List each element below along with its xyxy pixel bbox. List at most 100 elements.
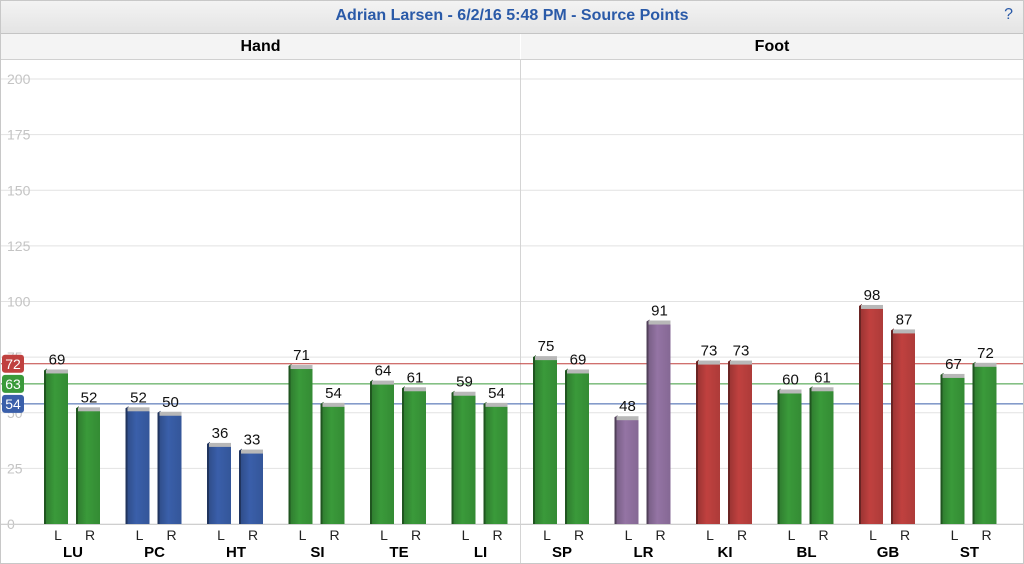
- bar-top-cap: [453, 391, 476, 396]
- sub-label: L: [788, 527, 796, 543]
- bar-LU-L: [46, 370, 68, 524]
- category-label-SP: SP: [552, 544, 572, 561]
- data-label-LI-L: 59: [456, 374, 473, 391]
- data-label-ST-R: 72: [977, 345, 994, 362]
- bar-top-cap: [974, 362, 997, 367]
- sub-label: L: [54, 527, 62, 543]
- panel-header-hand: Hand: [1, 34, 520, 60]
- bar-LR-L: [616, 417, 639, 524]
- data-label-TE-R: 61: [407, 369, 424, 386]
- bar-LI-R: [485, 403, 508, 524]
- category-label-LR: LR: [634, 544, 654, 561]
- chart-title: Adrian Larsen - 6/2/16 5:48 PM - Source …: [335, 7, 689, 24]
- data-label-PC-R: 50: [162, 394, 179, 411]
- data-label-GB-L: 98: [864, 287, 881, 304]
- data-label-KI-R: 73: [733, 343, 750, 360]
- reference-badge-72: [2, 354, 24, 373]
- bar-BL-R: [811, 388, 834, 524]
- sub-label: L: [543, 527, 551, 543]
- sub-label: R: [574, 527, 584, 543]
- y-tick-label: 125: [7, 238, 31, 254]
- bar-top-cap: [861, 304, 883, 309]
- category-label-TE: TE: [389, 544, 408, 561]
- data-label-ST-L: 67: [945, 356, 962, 373]
- reference-value-63: 63: [5, 376, 21, 392]
- category-label-ST: ST: [960, 544, 979, 561]
- category-label-LI: LI: [474, 544, 487, 561]
- bar-ST-R: [974, 363, 997, 524]
- data-label-LU-L: 69: [49, 351, 66, 368]
- bar-KI-R: [730, 361, 752, 524]
- data-label-GB-R: 87: [896, 311, 913, 328]
- bar-top-cap: [485, 402, 508, 407]
- bar-GB-L: [861, 305, 883, 524]
- category-label-GB: GB: [877, 544, 900, 561]
- bar-TE-L: [372, 381, 394, 524]
- data-label-HT-R: 33: [244, 432, 261, 449]
- data-label-SI-R: 54: [325, 385, 342, 402]
- bar-top-cap: [372, 380, 394, 385]
- reference-value-72: 72: [5, 356, 21, 372]
- sub-label: L: [299, 527, 307, 543]
- sub-label: L: [217, 527, 225, 543]
- sub-label: L: [136, 527, 144, 543]
- sub-label: L: [625, 527, 633, 543]
- bar-top-cap: [322, 402, 345, 407]
- y-tick-label: 25: [7, 460, 23, 476]
- sub-label: R: [981, 527, 991, 543]
- bar-TE-R: [404, 388, 426, 524]
- data-label-SP-L: 75: [538, 338, 555, 355]
- sub-label: R: [492, 527, 502, 543]
- title-bar: Adrian Larsen - 6/2/16 5:48 PM - Source …: [1, 1, 1023, 34]
- bar-top-cap: [893, 329, 915, 334]
- sub-label: R: [737, 527, 747, 543]
- data-label-TE-L: 64: [375, 363, 392, 380]
- y-tick-label: 200: [7, 71, 31, 87]
- bar-SP-R: [567, 370, 589, 524]
- bar-top-cap: [730, 360, 752, 365]
- sub-label: R: [900, 527, 910, 543]
- bar-top-cap: [78, 407, 100, 412]
- data-label-PC-L: 52: [130, 389, 147, 406]
- bar-top-cap: [616, 416, 639, 421]
- data-label-BL-R: 61: [814, 369, 831, 386]
- category-label-KI: KI: [718, 544, 733, 561]
- data-label-HT-L: 36: [212, 425, 229, 442]
- sub-label: L: [380, 527, 388, 543]
- bar-ST-L: [942, 374, 965, 524]
- bar-top-cap: [567, 369, 589, 374]
- sub-label: L: [706, 527, 714, 543]
- bar-top-cap: [811, 387, 834, 392]
- category-label-BL: BL: [797, 544, 817, 561]
- bar-BL-L: [779, 390, 802, 524]
- reference-value-54: 54: [5, 396, 21, 412]
- data-label-LR-L: 48: [619, 398, 636, 415]
- sub-label: R: [248, 527, 258, 543]
- bar-top-cap: [404, 387, 426, 392]
- bar-top-cap: [698, 360, 720, 365]
- panel-header-foot: Foot: [521, 34, 1023, 60]
- help-button[interactable]: ?: [1004, 6, 1013, 23]
- category-label-LU: LU: [63, 544, 83, 561]
- bar-top-cap: [290, 365, 313, 370]
- bar-PC-R: [159, 412, 182, 524]
- sub-label: L: [462, 527, 470, 543]
- reference-badge-54: [2, 394, 24, 413]
- data-label-KI-L: 73: [701, 343, 718, 360]
- data-label-SP-R: 69: [570, 351, 587, 368]
- reference-badge-63: [2, 374, 24, 393]
- bar-LI-L: [453, 392, 476, 524]
- bar-top-cap: [46, 369, 68, 374]
- bar-SP-L: [535, 357, 557, 524]
- y-tick-label: 150: [7, 182, 31, 198]
- bar-GB-R: [893, 330, 915, 524]
- bar-top-cap: [127, 407, 150, 412]
- data-label-SI-L: 71: [293, 347, 310, 364]
- bar-PC-L: [127, 408, 150, 524]
- bar-SI-R: [322, 403, 345, 524]
- category-label-SI: SI: [310, 544, 324, 561]
- bar-LR-R: [648, 321, 671, 524]
- y-tick-label: 100: [7, 294, 31, 310]
